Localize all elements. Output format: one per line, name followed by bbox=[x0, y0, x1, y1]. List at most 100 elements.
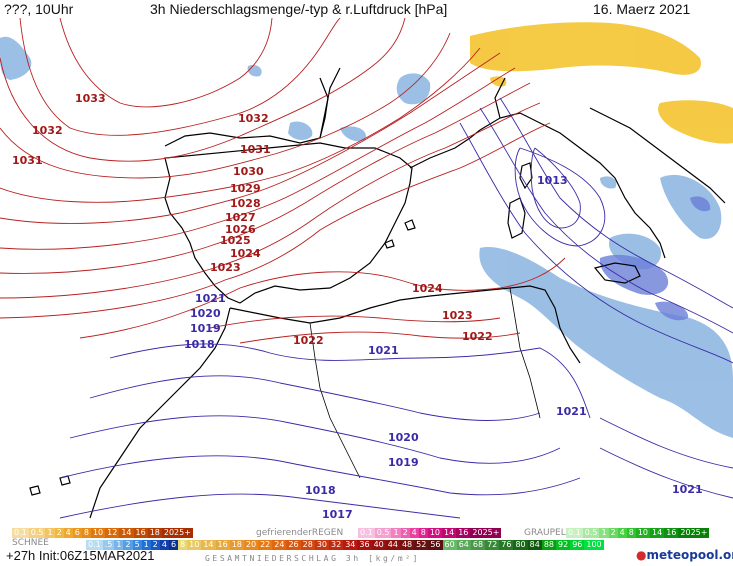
scale-step: 52 bbox=[414, 540, 429, 550]
init-time: +27h Init:06Z15MAR2021 bbox=[6, 548, 155, 563]
scale-step: 56 bbox=[428, 540, 443, 550]
scale-step: 2 bbox=[150, 540, 160, 550]
freezing-rain-label: gefrierenderREGEN bbox=[256, 528, 344, 538]
scale-step: 20 bbox=[243, 540, 259, 550]
algeria-border bbox=[309, 322, 361, 479]
scale-step: 36 bbox=[357, 540, 372, 550]
scale-step: 60 bbox=[442, 540, 457, 550]
graupel-scale: 0.1 0.5 1 2 4 8 10 14 16 2025+ bbox=[566, 528, 710, 538]
scale-step: 4 bbox=[159, 540, 169, 550]
isobar-label: 1033 bbox=[75, 92, 106, 105]
coastlines bbox=[29, 67, 726, 519]
scale-step: 26 bbox=[286, 540, 301, 550]
scale-step: 10 bbox=[90, 528, 106, 538]
scale-step: 4 bbox=[617, 528, 627, 538]
isobar-label: 1032 bbox=[32, 124, 63, 137]
scale-step: 18 bbox=[147, 528, 162, 538]
scale-step: 16 bbox=[456, 528, 471, 538]
scale-step: 1 bbox=[599, 528, 609, 538]
scale-step: 16 bbox=[215, 540, 230, 550]
scale-step: 1 bbox=[141, 540, 151, 550]
isobar-label: 1022 bbox=[462, 330, 493, 343]
isobar-label: 1030 bbox=[233, 165, 264, 178]
scale-step: 44 bbox=[385, 540, 400, 550]
balearics bbox=[384, 219, 416, 249]
scale-step: 96 bbox=[570, 540, 585, 550]
isobar-label: 1013 bbox=[537, 174, 568, 187]
canaries bbox=[29, 475, 71, 496]
africa-west-coast bbox=[89, 307, 231, 519]
isobar-label: 1026 bbox=[225, 223, 256, 236]
meteopool-logo[interactable]: ●meteopool.org bbox=[636, 548, 733, 562]
scale-step: 14 bbox=[650, 528, 665, 538]
scale-step: 2 bbox=[400, 528, 410, 538]
pressure-precip-map: 1033 1032 1031 1032 1031 1030 1029 1028 … bbox=[0, 18, 733, 524]
precip-areas bbox=[0, 22, 733, 438]
scale-step: 8 bbox=[418, 528, 428, 538]
scale-step: .5 bbox=[102, 540, 115, 550]
scale-step: 80 bbox=[513, 540, 528, 550]
north-africa-coast bbox=[229, 285, 581, 364]
isobar-label: 1031 bbox=[240, 143, 271, 156]
logo-text: meteopool bbox=[646, 548, 719, 562]
scale-step: 4 bbox=[409, 528, 419, 538]
italy-coast bbox=[479, 77, 666, 259]
isobar-label: 1031 bbox=[12, 154, 43, 167]
tunisia-border bbox=[509, 287, 541, 419]
scale-step: 92 bbox=[556, 540, 571, 550]
run-time-label: ???, 10Uhr bbox=[4, 1, 74, 17]
scale-step: 2 bbox=[54, 528, 64, 538]
scale-step: 8 bbox=[81, 528, 91, 538]
isobar-label: 1024 bbox=[230, 247, 261, 260]
scale-step: 48 bbox=[399, 540, 415, 550]
scale-step: 100 bbox=[584, 540, 604, 550]
isobar-label: 1021 bbox=[672, 483, 703, 496]
logo-suffix: .org bbox=[718, 548, 733, 562]
scale-step: 88 bbox=[541, 540, 556, 550]
scale-step: 8 bbox=[178, 540, 188, 550]
scale-step: 14 bbox=[119, 528, 134, 538]
isobar-label: 1024 bbox=[412, 282, 443, 295]
isobar-label: 1029 bbox=[230, 182, 261, 195]
isobar-label: 1019 bbox=[388, 456, 419, 469]
scale-step: 14 bbox=[442, 528, 457, 538]
isobar-labels: 1033 1032 1031 1032 1031 1030 1029 1028 … bbox=[12, 92, 703, 521]
scale-step: 0.5 bbox=[374, 528, 392, 538]
isobar-label: 1020 bbox=[190, 307, 221, 320]
isobar-label: 1025 bbox=[220, 234, 251, 247]
scale-step: 34 bbox=[343, 540, 358, 550]
scale-step: 0.1 bbox=[358, 528, 375, 538]
scale-step: 6 bbox=[168, 540, 179, 550]
scale-step: 0.1 bbox=[12, 528, 29, 538]
scale-step: 30 bbox=[314, 540, 329, 550]
sicily bbox=[593, 262, 641, 284]
logo-icon: ● bbox=[636, 548, 647, 562]
scale-step: 16 bbox=[133, 528, 148, 538]
scale-step: 2025+ bbox=[161, 528, 193, 538]
scale-step: 2025+ bbox=[470, 528, 502, 538]
isobar-label: 1019 bbox=[190, 322, 221, 335]
adriatic-coast bbox=[589, 107, 726, 204]
isobar-label: 1020 bbox=[388, 431, 419, 444]
scale-step: 0.1 bbox=[566, 528, 583, 538]
scale-step: 76 bbox=[499, 540, 514, 550]
valid-date: 16. Maerz 2021 bbox=[593, 1, 691, 17]
scale-step: 1 bbox=[114, 540, 124, 550]
precip-yellow bbox=[470, 22, 733, 144]
scale-step: 72 bbox=[485, 540, 500, 550]
isobars-low bbox=[59, 97, 733, 519]
scale-step: 5 bbox=[132, 540, 142, 550]
scale-step: 16 bbox=[664, 528, 679, 538]
isobar-label: 1028 bbox=[230, 197, 261, 210]
scale-step: 84 bbox=[527, 540, 542, 550]
freezing-rain-scale: 0.1 0.5 1 2 4 8 10 14 16 2025+ bbox=[358, 528, 502, 538]
scale-step: 64 bbox=[456, 540, 471, 550]
isobar-label: 1021 bbox=[556, 405, 587, 418]
isobar-label: 1018 bbox=[184, 338, 215, 351]
scale-step: 2025+ bbox=[678, 528, 710, 538]
isobar-label: 1017 bbox=[322, 508, 353, 521]
scale-step: 32 bbox=[329, 540, 344, 550]
scale-step: 24 bbox=[272, 540, 287, 550]
scale-step: 2 bbox=[608, 528, 618, 538]
